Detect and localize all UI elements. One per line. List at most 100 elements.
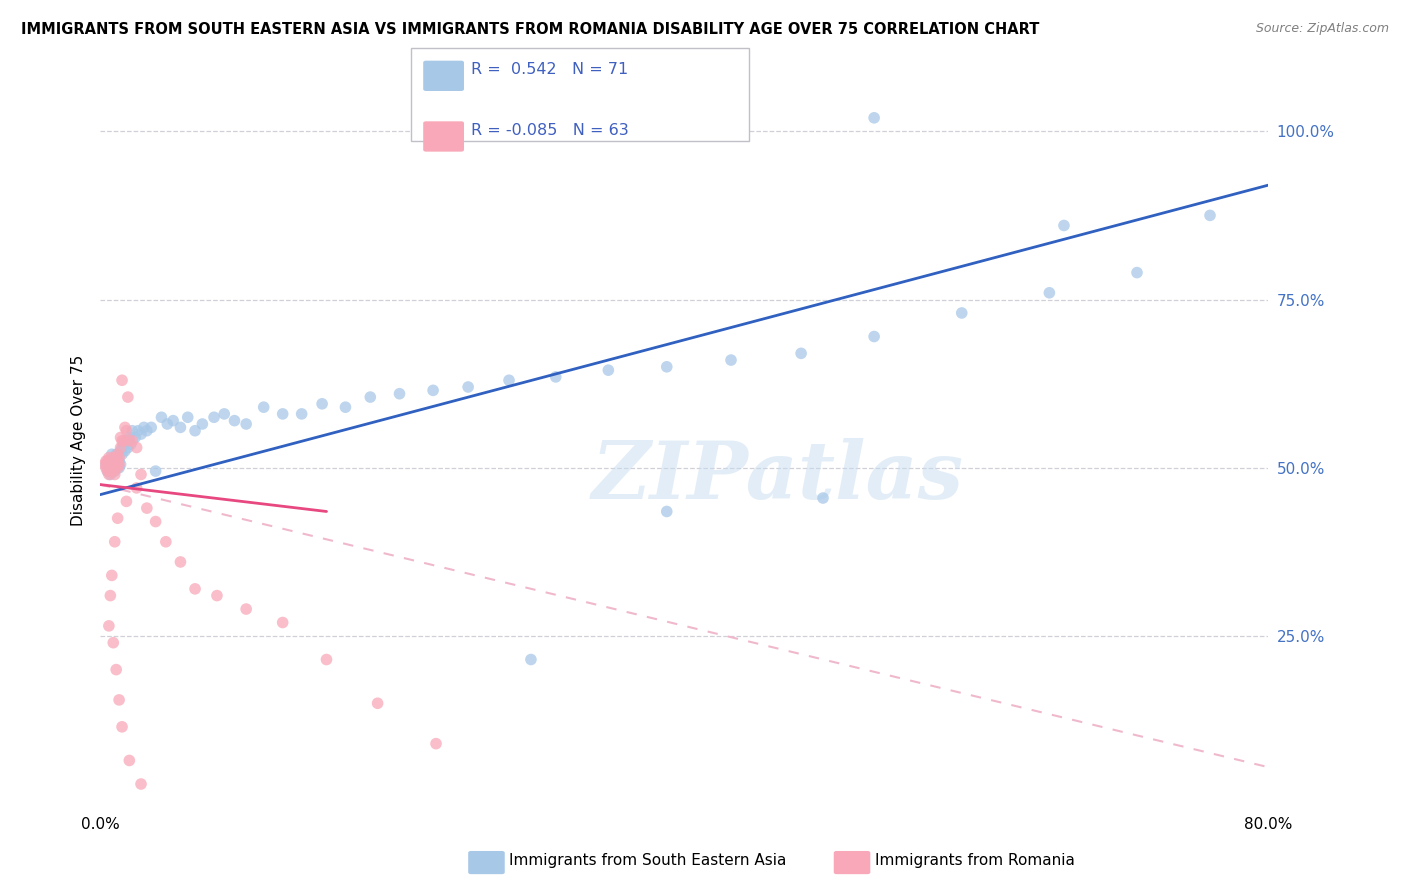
Point	[107, 511, 129, 525]
Point	[205, 589, 228, 603]
Point	[202, 410, 225, 425]
Point	[101, 447, 124, 461]
Point	[97, 467, 120, 482]
Point	[127, 424, 149, 438]
Point	[103, 454, 125, 468]
Point	[169, 420, 191, 434]
Text: Immigrants from Romania: Immigrants from Romania	[875, 853, 1074, 868]
Point	[598, 363, 620, 377]
Point	[145, 464, 167, 478]
Point	[110, 458, 132, 472]
Text: Source: ZipAtlas.com: Source: ZipAtlas.com	[1256, 22, 1389, 36]
Point	[111, 441, 134, 455]
Point	[118, 754, 141, 768]
Point	[98, 589, 121, 603]
Point	[335, 400, 357, 414]
Point	[115, 434, 138, 448]
Point	[214, 407, 236, 421]
Point	[1126, 266, 1149, 280]
Text: ZIPatlas: ZIPatlas	[592, 438, 963, 516]
Point	[253, 400, 276, 414]
Point	[104, 454, 127, 468]
Point	[117, 390, 139, 404]
Point	[115, 494, 138, 508]
Text: IMMIGRANTS FROM SOUTH EASTERN ASIA VS IMMIGRANTS FROM ROMANIA DISABILITY AGE OVE: IMMIGRANTS FROM SOUTH EASTERN ASIA VS IM…	[21, 22, 1039, 37]
Point	[107, 458, 129, 472]
Point	[118, 434, 141, 448]
Point	[863, 329, 886, 343]
Point	[655, 504, 678, 518]
Point	[110, 441, 132, 455]
Point	[112, 434, 135, 448]
Point	[271, 615, 294, 630]
Point	[520, 652, 543, 666]
Point	[103, 464, 125, 478]
Point	[1199, 208, 1222, 222]
Point	[105, 663, 128, 677]
Text: Immigrants from South Eastern Asia: Immigrants from South Eastern Asia	[509, 853, 786, 868]
Point	[155, 534, 177, 549]
Point	[1038, 285, 1060, 300]
Point	[107, 460, 129, 475]
Point	[105, 447, 128, 461]
Point	[105, 454, 128, 468]
Point	[125, 481, 148, 495]
Point	[311, 397, 333, 411]
Point	[103, 450, 125, 465]
Point	[98, 464, 121, 478]
Point	[425, 737, 447, 751]
Point	[224, 414, 246, 428]
Point	[104, 534, 127, 549]
Point	[98, 460, 121, 475]
Point	[118, 430, 141, 444]
Point	[96, 454, 118, 468]
Point	[145, 515, 167, 529]
Point	[97, 450, 120, 465]
Point	[359, 390, 381, 404]
Point	[103, 458, 125, 472]
Point	[191, 417, 214, 431]
Point	[94, 458, 117, 472]
Point	[98, 467, 121, 482]
Point	[129, 467, 152, 482]
Point	[790, 346, 813, 360]
Point	[184, 582, 207, 596]
Text: R =  0.542   N = 71: R = 0.542 N = 71	[471, 62, 628, 78]
Point	[101, 460, 124, 475]
Point	[135, 424, 157, 438]
Point	[1053, 219, 1076, 233]
Point	[104, 467, 127, 482]
Point	[104, 464, 127, 478]
Point	[162, 414, 184, 428]
Point	[115, 424, 138, 438]
Point	[150, 410, 173, 425]
Point	[98, 460, 121, 475]
Point	[114, 444, 136, 458]
Point	[108, 458, 131, 472]
Point	[110, 430, 132, 444]
Point	[108, 450, 131, 465]
Point	[141, 420, 163, 434]
Point	[950, 306, 973, 320]
Point	[111, 720, 134, 734]
Point	[235, 417, 257, 431]
Point	[720, 353, 742, 368]
Point	[104, 458, 127, 472]
Point	[104, 460, 127, 475]
Point	[156, 417, 179, 431]
Point	[111, 447, 134, 461]
Point	[96, 464, 118, 478]
Point	[108, 460, 131, 475]
Point	[132, 420, 155, 434]
Point	[107, 450, 129, 465]
Point	[177, 410, 200, 425]
Point	[105, 450, 128, 465]
Point	[544, 370, 567, 384]
Point	[655, 359, 678, 374]
Point	[96, 464, 118, 478]
Point	[98, 454, 121, 468]
Point	[101, 464, 124, 478]
Point	[97, 458, 120, 472]
Point	[108, 454, 131, 468]
Text: R = -0.085   N = 63: R = -0.085 N = 63	[471, 123, 628, 138]
